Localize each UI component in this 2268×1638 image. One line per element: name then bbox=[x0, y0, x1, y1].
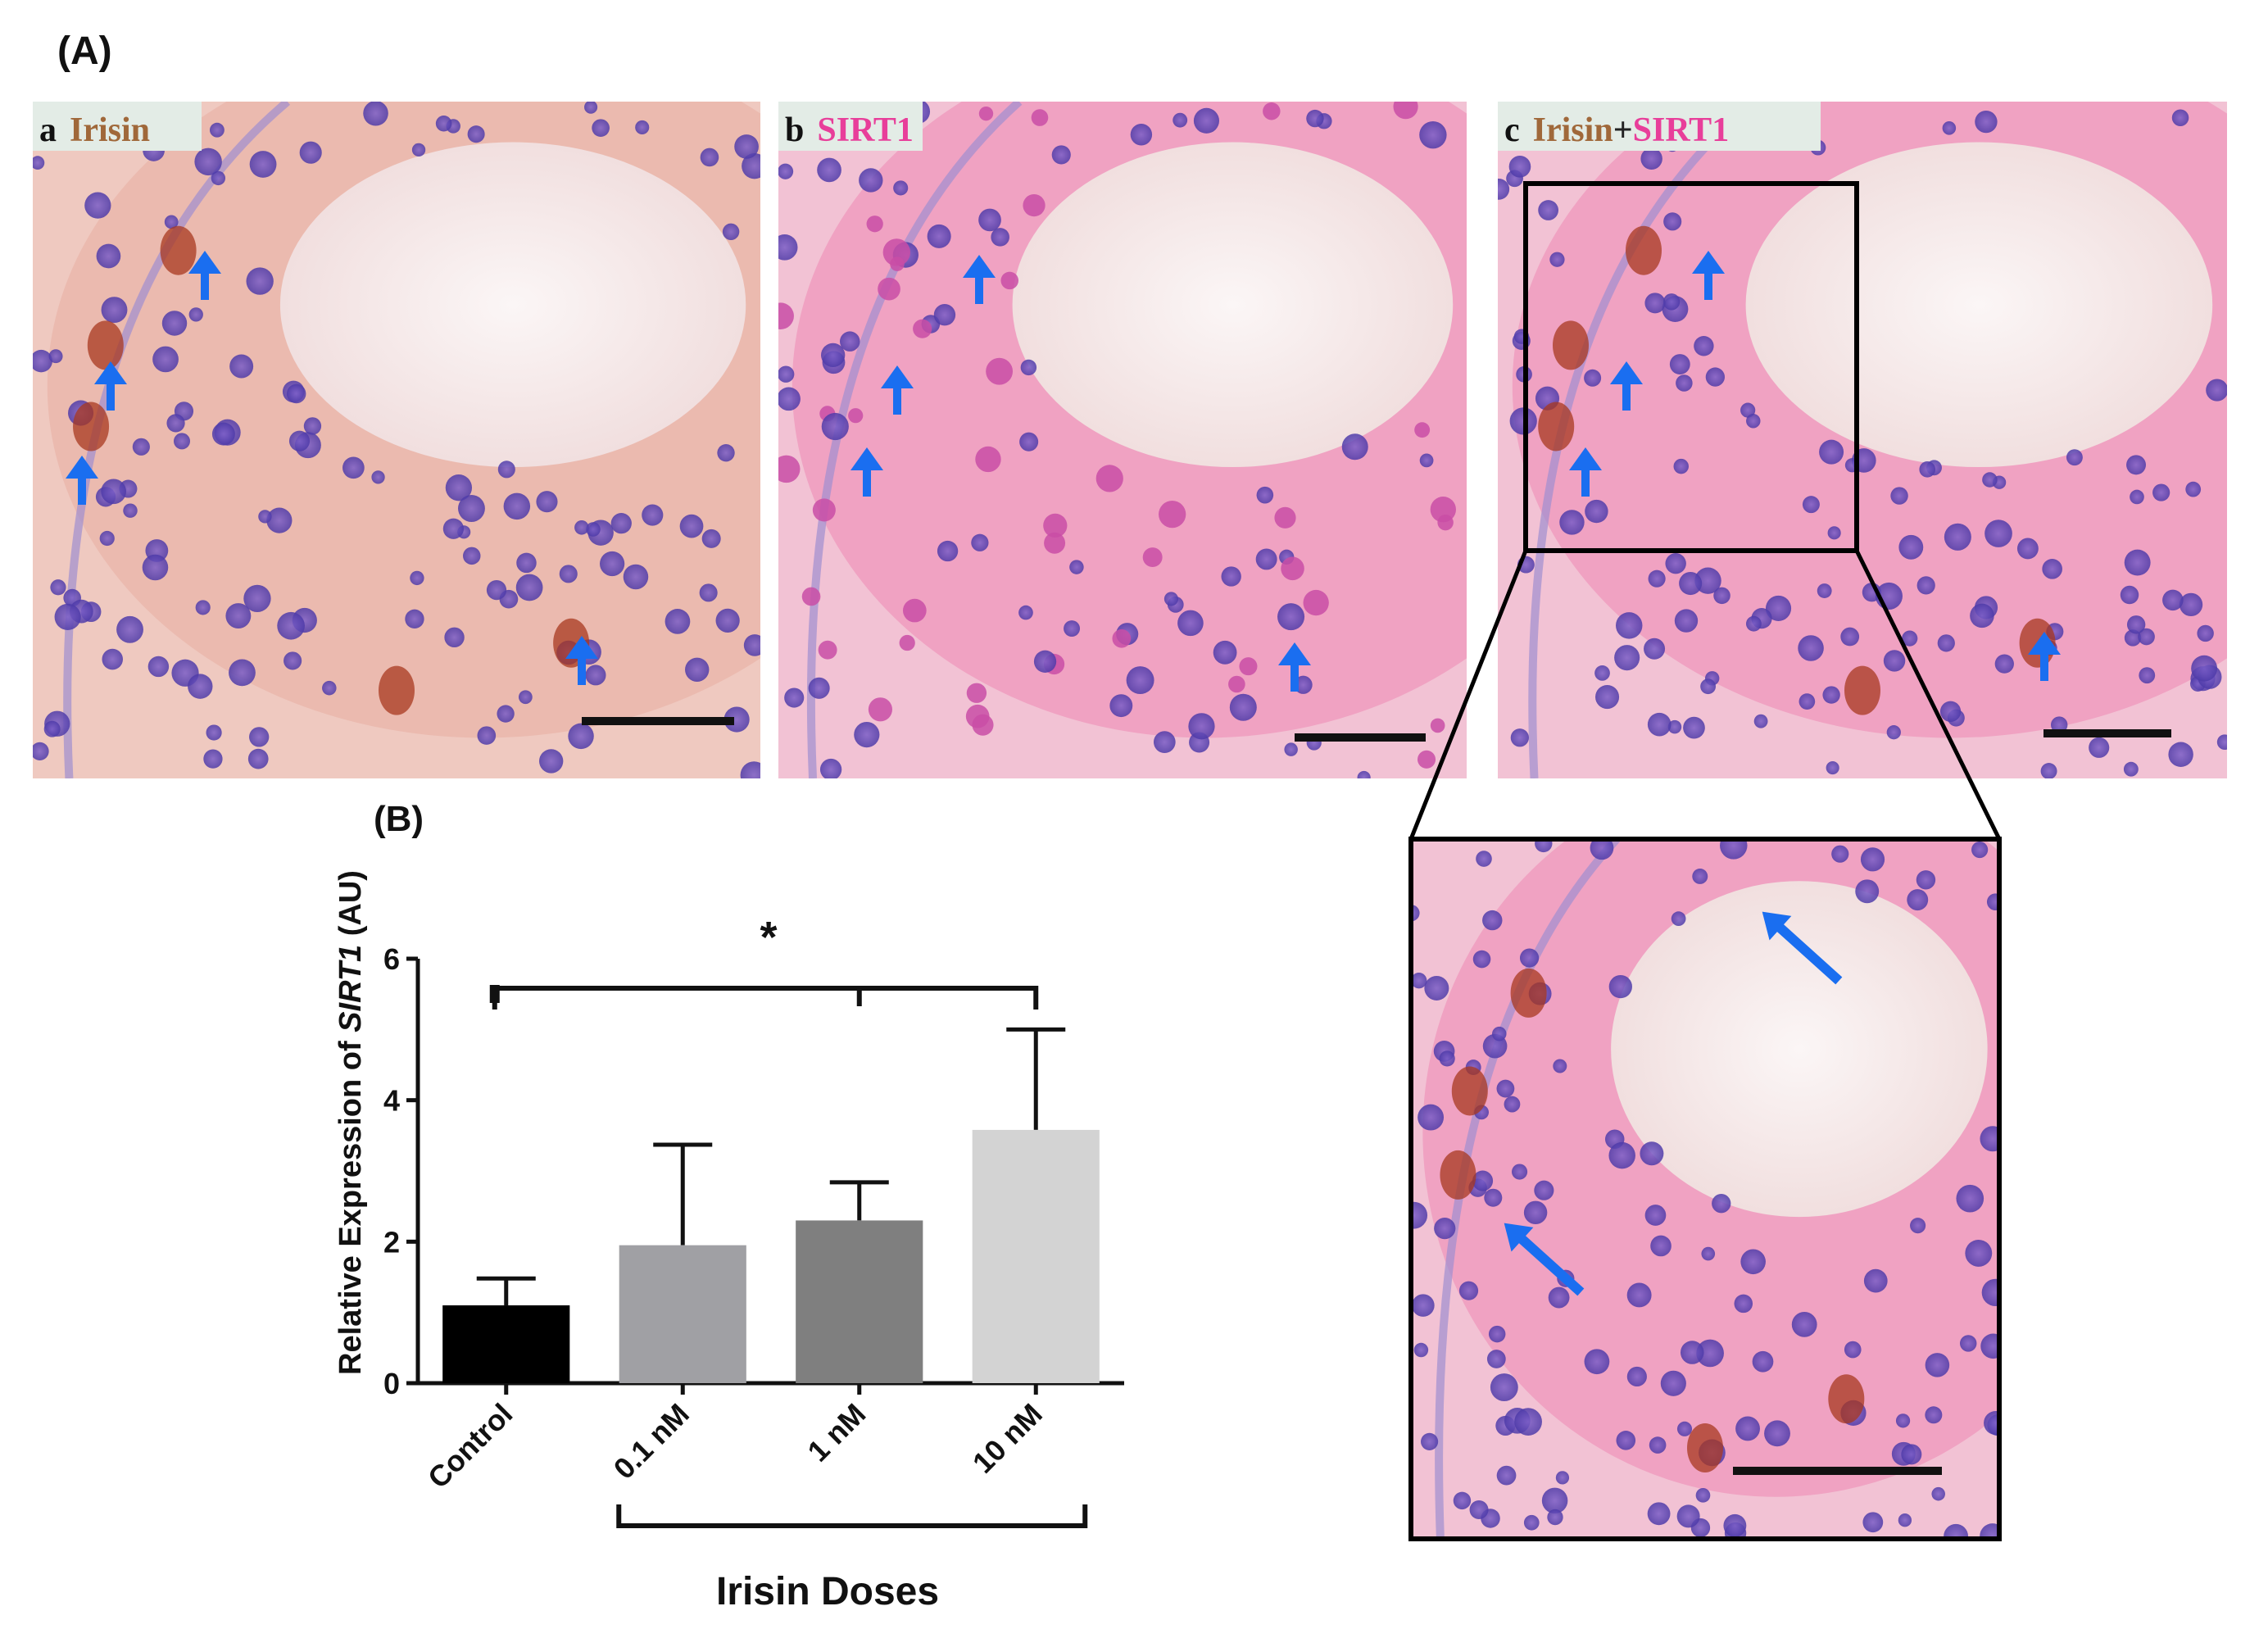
bar bbox=[619, 1245, 746, 1383]
significance-bracket bbox=[492, 986, 1039, 1010]
stain-irisin: Irisin bbox=[1533, 111, 1613, 149]
micrograph-label-b: b SIRT1 bbox=[778, 102, 923, 151]
inset-selection-box bbox=[1523, 181, 1859, 553]
arrow-icon bbox=[1692, 251, 1725, 300]
arrow-icon bbox=[94, 361, 127, 411]
arrow-icon bbox=[188, 251, 221, 300]
panel-letter: c bbox=[1504, 111, 1520, 149]
arrow-icon bbox=[2028, 632, 2061, 681]
arrow-icon bbox=[881, 365, 914, 415]
micrograph-label-a: a Irisin bbox=[33, 102, 202, 151]
arrow-icon bbox=[850, 447, 883, 497]
bar bbox=[442, 1305, 570, 1383]
bar bbox=[972, 1129, 1100, 1383]
stain-sirt1: SIRT1 bbox=[1633, 111, 1730, 149]
micrograph-label-c: c Irisin+SIRT1 bbox=[1498, 102, 1821, 151]
significance-asterisk: * bbox=[760, 913, 777, 962]
x-tick-label: 1 nM bbox=[801, 1397, 872, 1468]
arrow-icon bbox=[1610, 361, 1643, 411]
stain-sirt1: SIRT1 bbox=[817, 111, 914, 149]
y-axis-label: Relative Expression of SIRT1 (AU) bbox=[333, 870, 368, 1375]
micrograph-irisin-sirt1 bbox=[1498, 102, 2227, 778]
arrow-icon bbox=[963, 255, 996, 304]
panel-b-label: (B) bbox=[374, 799, 424, 839]
bar bbox=[796, 1220, 923, 1383]
y-tick-label: 0 bbox=[383, 1367, 400, 1400]
micrograph-sirt1 bbox=[778, 102, 1467, 778]
y-tick-label: 2 bbox=[383, 1225, 400, 1259]
x-tick-label: 10 nM bbox=[966, 1397, 1049, 1480]
panel-letter: a bbox=[39, 111, 57, 149]
x-axis-title: Irisin Doses bbox=[716, 1570, 939, 1613]
stain-plus: + bbox=[1613, 111, 1633, 149]
inset-enlarged bbox=[1411, 839, 1999, 1539]
arrow-icon bbox=[1762, 911, 1843, 985]
doses-bracket bbox=[616, 1504, 1088, 1528]
inset-connector-line bbox=[1854, 549, 2002, 841]
inset-connector-line bbox=[1408, 550, 1528, 840]
panel-a-label: (A) bbox=[57, 29, 112, 73]
arrow-icon bbox=[1569, 447, 1602, 497]
arrow-icon bbox=[565, 636, 598, 685]
panel-letter: b bbox=[785, 111, 804, 149]
stain-irisin: Irisin bbox=[70, 111, 150, 149]
arrow-icon bbox=[1504, 1223, 1585, 1296]
micrograph-irisin bbox=[33, 102, 760, 778]
y-tick-label: 4 bbox=[383, 1084, 400, 1118]
significance-bracket-end bbox=[489, 985, 500, 1003]
x-tick-label: Control bbox=[421, 1397, 519, 1495]
arrow-icon bbox=[1278, 642, 1311, 692]
bar-chart: Relative Expression of SIRT1 (AU) Irisin… bbox=[333, 870, 1124, 1613]
inset-border bbox=[1408, 837, 2002, 1541]
y-tick-label: 6 bbox=[383, 942, 400, 976]
arrow-icon bbox=[66, 456, 98, 505]
x-tick-label: 0.1 nM bbox=[607, 1397, 696, 1486]
